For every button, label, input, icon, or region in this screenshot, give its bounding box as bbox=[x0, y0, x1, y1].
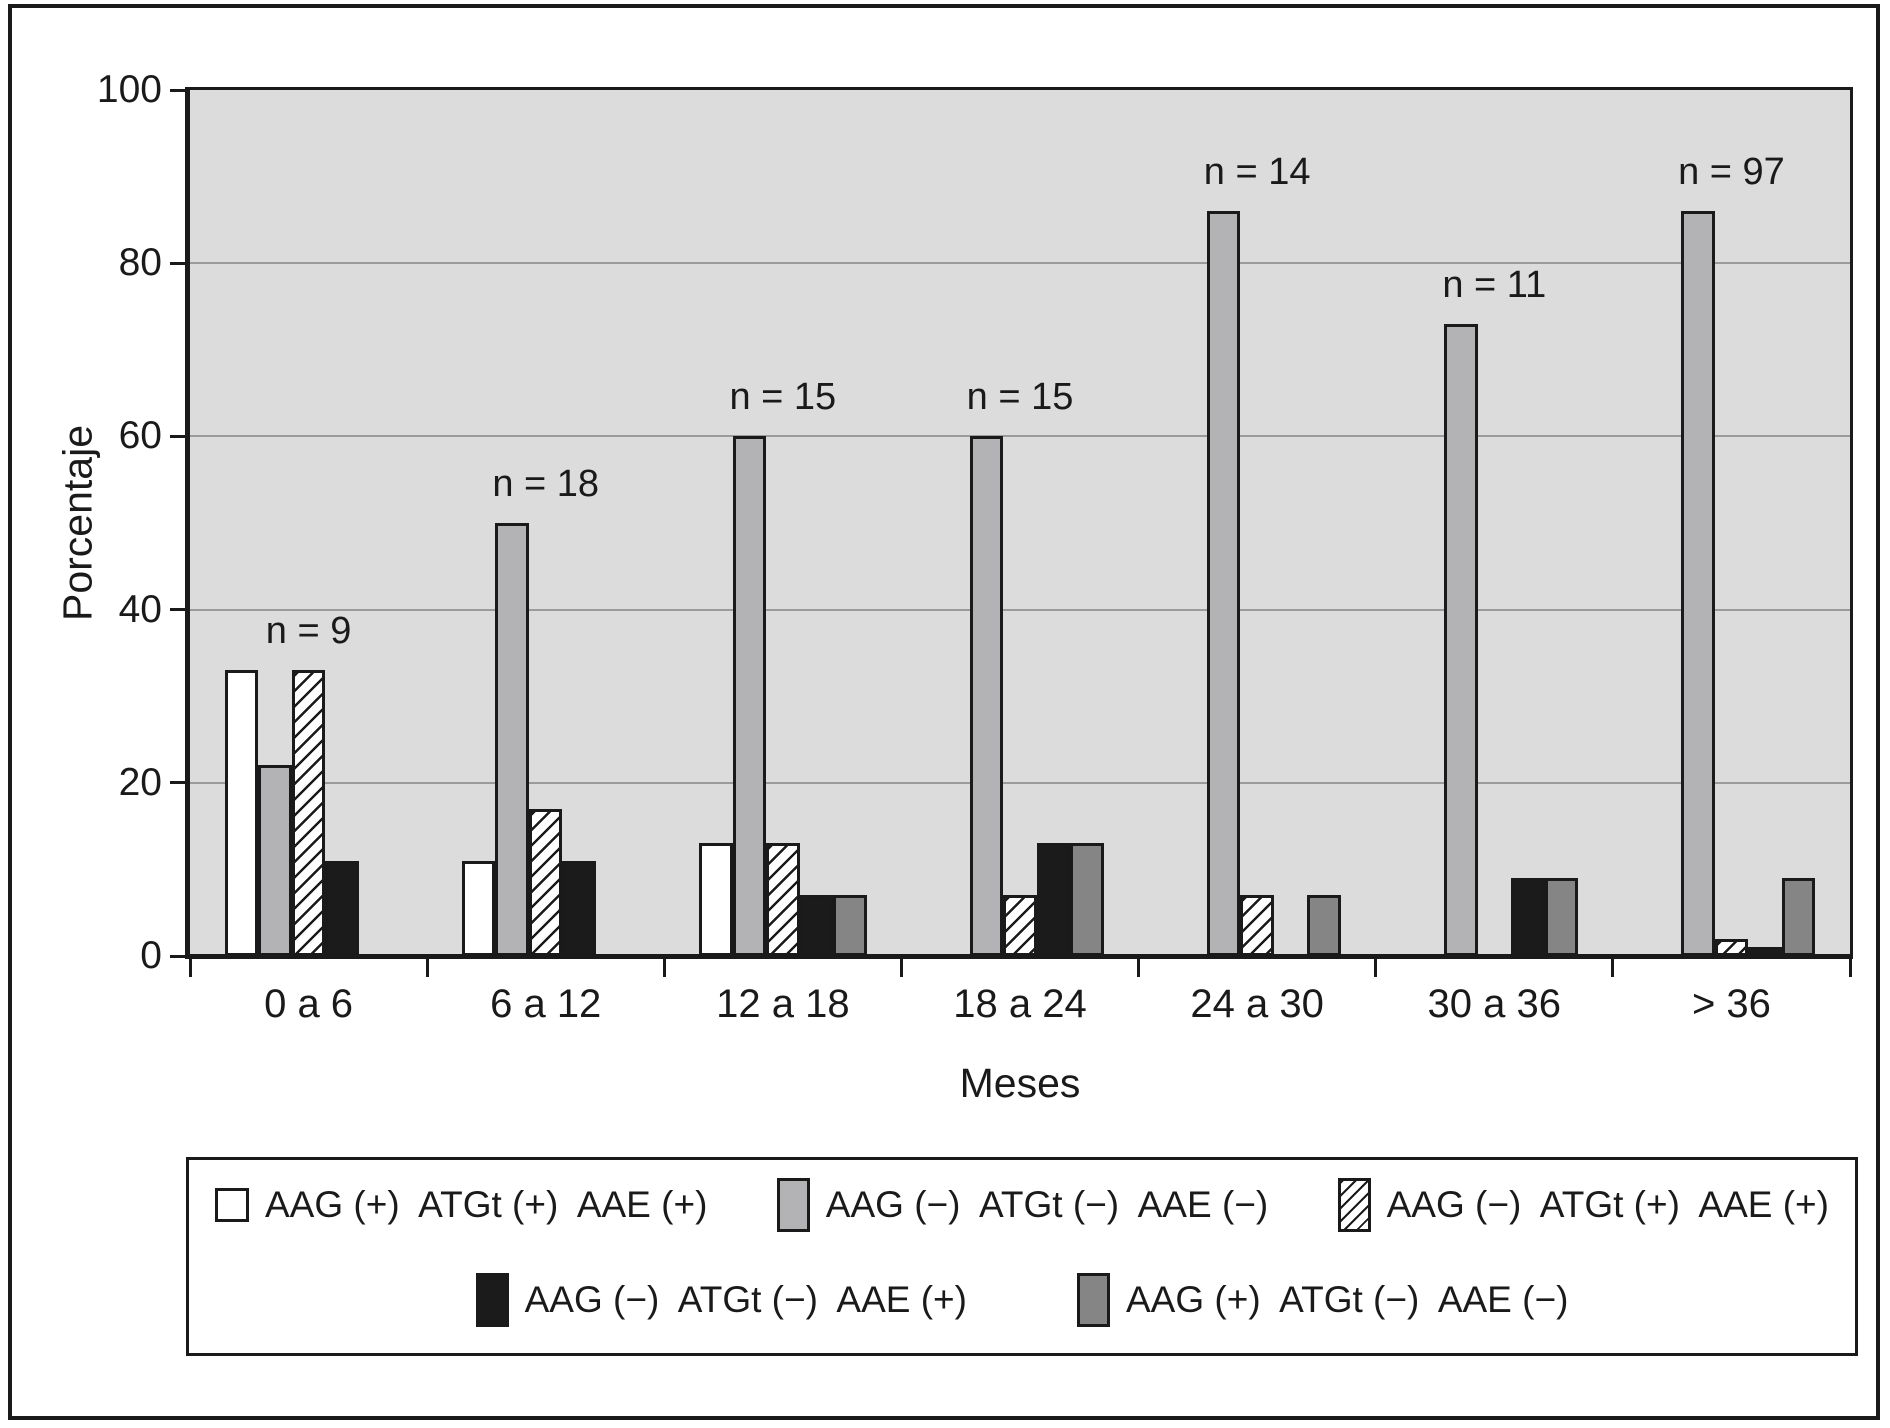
x-category-label-6: > 36 bbox=[1691, 982, 1771, 1026]
y-tick-40 bbox=[170, 608, 188, 612]
x-axis-title: Meses bbox=[959, 1060, 1081, 1106]
n-annotation-2: n = 15 bbox=[729, 376, 837, 419]
bar-white-1 bbox=[461, 860, 496, 956]
n-annotation-1: n = 18 bbox=[492, 463, 600, 505]
bar-hatch-4 bbox=[1240, 895, 1274, 956]
gridline-20 bbox=[190, 781, 1850, 784]
y-tick-label-20: 20 bbox=[118, 760, 162, 804]
bar-gray-0 bbox=[258, 765, 292, 956]
legend-item-black: AAG (−) ATGt (−) AAE (+) bbox=[475, 1273, 967, 1327]
gridline-60 bbox=[190, 435, 1850, 438]
bar-black-0 bbox=[325, 860, 359, 956]
x-axis-line bbox=[185, 954, 1853, 959]
plot-border-top bbox=[187, 87, 1853, 90]
bar-black-2 bbox=[799, 895, 834, 956]
bar-gray-2 bbox=[732, 436, 767, 956]
legend-item-white: AAG (+) ATGt (+) AAE (+) bbox=[215, 1184, 707, 1226]
n-annotation-0: n = 9 bbox=[265, 610, 352, 653]
y-tick-20 bbox=[170, 781, 188, 785]
legend-item-darkgray: AAG (+) ATGt (−) AAE (−) bbox=[1077, 1273, 1568, 1327]
bar-darkgray-2 bbox=[833, 895, 867, 956]
x-tick-2 bbox=[662, 956, 666, 977]
bar-gray-6 bbox=[1681, 211, 1715, 956]
bar-black-5 bbox=[1511, 878, 1545, 956]
bar-white-0 bbox=[224, 670, 259, 956]
n-annotation-4: n = 14 bbox=[1203, 151, 1311, 194]
x-tick-4 bbox=[1137, 956, 1141, 977]
legend-label-gray: AAG (−) ATGt (−) AAE (−) bbox=[825, 1184, 1269, 1225]
legend-row-1: AAG (+) ATGt (+) AAE (+) AAG (−) ATGt (−)… bbox=[215, 1178, 1829, 1232]
legend-row-2: AAG (−) ATGt (−) AAE (+) AAG (+) ATGt (−)… bbox=[215, 1273, 1829, 1327]
legend-swatch-darkgray bbox=[1077, 1273, 1110, 1327]
x-category-label-1: 6 a 12 bbox=[490, 982, 602, 1026]
figure-border bbox=[8, 4, 1880, 1420]
gridline-80 bbox=[190, 262, 1850, 265]
legend-item-hatch: AAG (−) ATGt (+) AAE (+) bbox=[1337, 1178, 1829, 1232]
y-tick-60 bbox=[170, 434, 188, 438]
bar-darkgray-3 bbox=[1070, 843, 1104, 956]
x-category-label-5: 30 a 36 bbox=[1427, 982, 1562, 1026]
bar-gray-1 bbox=[495, 523, 529, 956]
y-axis-line bbox=[185, 87, 190, 959]
plot-area bbox=[190, 90, 1850, 956]
legend-label-white: AAG (+) ATGt (+) AAE (+) bbox=[265, 1184, 708, 1225]
n-annotation-5: n = 11 bbox=[1442, 263, 1547, 306]
x-category-label-0: 0 a 6 bbox=[264, 982, 354, 1026]
legend-swatch-gray bbox=[776, 1178, 810, 1232]
y-tick-100 bbox=[170, 88, 188, 92]
y-tick-label-0: 0 bbox=[140, 934, 162, 977]
bar-hatch-0 bbox=[291, 670, 326, 956]
x-tick-6 bbox=[1611, 956, 1615, 977]
legend-label-darkgray: AAG (+) ATGt (−) AAE (−) bbox=[1126, 1279, 1569, 1320]
bar-hatch-3 bbox=[1003, 895, 1037, 956]
legend-label-hatch: AAG (−) ATGt (+) AAE (+) bbox=[1386, 1184, 1829, 1225]
x-tick-1 bbox=[425, 956, 429, 977]
plot-border-right bbox=[1850, 87, 1853, 959]
n-annotation-3: n = 15 bbox=[966, 376, 1074, 419]
y-tick-label-40: 40 bbox=[118, 587, 162, 631]
n-annotation-6: n = 97 bbox=[1678, 151, 1785, 194]
y-tick-label-80: 80 bbox=[118, 241, 162, 285]
bar-gray-3 bbox=[969, 436, 1004, 956]
y-tick-label-60: 60 bbox=[118, 414, 162, 458]
legend-swatch-black bbox=[475, 1273, 509, 1327]
bar-gray-4 bbox=[1206, 211, 1241, 956]
y-tick-80 bbox=[170, 261, 188, 265]
bar-gray-5 bbox=[1444, 323, 1478, 956]
x-tick-7 bbox=[1848, 956, 1852, 977]
x-tick-5 bbox=[1374, 956, 1378, 977]
bar-hatch-2 bbox=[766, 843, 800, 956]
legend-swatch-white bbox=[215, 1188, 249, 1222]
bar-black-3 bbox=[1036, 843, 1071, 956]
x-tick-3 bbox=[899, 956, 903, 977]
x-category-label-3: 18 a 24 bbox=[953, 982, 1087, 1026]
x-category-label-4: 24 a 30 bbox=[1190, 982, 1324, 1026]
legend-item-gray: AAG (−) ATGt (−) AAE (−) bbox=[776, 1178, 1269, 1232]
y-tick-label-100: 100 bbox=[96, 68, 162, 111]
legend-swatch-hatch bbox=[1337, 1178, 1371, 1232]
y-tick-0 bbox=[170, 954, 188, 958]
bar-white-2 bbox=[699, 843, 733, 956]
bar-black-1 bbox=[562, 860, 596, 956]
x-category-label-2: 12 a 18 bbox=[716, 982, 850, 1026]
x-tick-0 bbox=[188, 956, 192, 977]
bar-darkgray-5 bbox=[1544, 878, 1579, 956]
bar-darkgray-4 bbox=[1307, 895, 1341, 956]
bar-hatch-1 bbox=[528, 808, 563, 956]
y-axis-title: Porcentaje bbox=[54, 424, 101, 622]
legend-label-black: AAG (−) ATGt (−) AAE (+) bbox=[524, 1279, 967, 1320]
gridline-40 bbox=[190, 608, 1850, 611]
legend: AAG (+) ATGt (+) AAE (+) AAG (−) ATGt (−)… bbox=[186, 1157, 1858, 1356]
bar-darkgray-6 bbox=[1781, 878, 1816, 956]
